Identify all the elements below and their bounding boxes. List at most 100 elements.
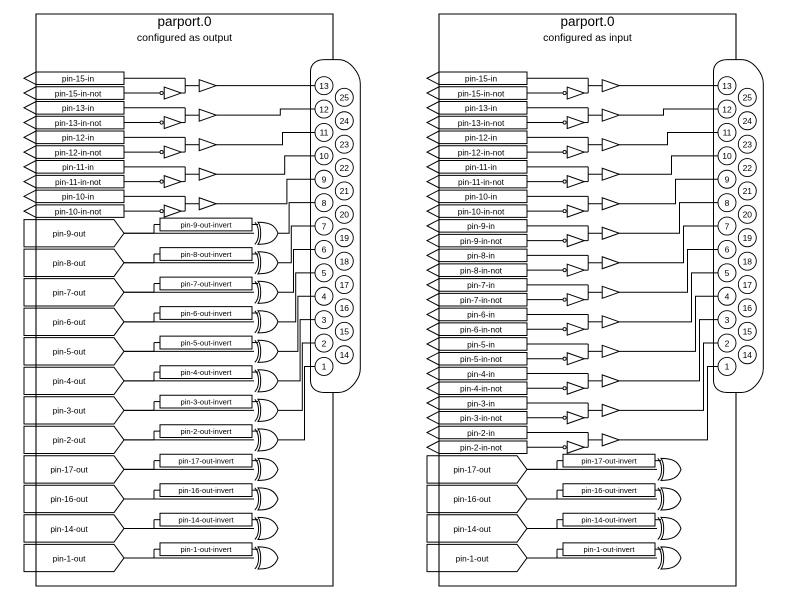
svg-text:12: 12 bbox=[722, 104, 732, 114]
svg-text:pin-5-out: pin-5-out bbox=[53, 347, 86, 357]
svg-text:pin-2-in: pin-2-in bbox=[467, 428, 495, 438]
svg-text:1: 1 bbox=[322, 362, 327, 372]
svg-text:24: 24 bbox=[743, 116, 753, 126]
svg-text:17: 17 bbox=[743, 280, 753, 290]
svg-text:6: 6 bbox=[322, 245, 327, 255]
svg-text:pin-11-in-not: pin-11-in-not bbox=[458, 177, 505, 187]
svg-text:configured as output: configured as output bbox=[137, 32, 232, 44]
svg-text:3: 3 bbox=[322, 315, 327, 325]
svg-text:pin-3-in-not: pin-3-in-not bbox=[460, 413, 503, 423]
svg-text:2: 2 bbox=[322, 338, 327, 348]
svg-text:pin-10-in: pin-10-in bbox=[465, 192, 498, 202]
svg-text:pin-7-out: pin-7-out bbox=[53, 288, 86, 298]
svg-text:pin-4-in: pin-4-in bbox=[467, 369, 495, 379]
svg-text:22: 22 bbox=[340, 163, 350, 173]
svg-text:pin-6-out-invert: pin-6-out-invert bbox=[180, 309, 232, 318]
svg-text:pin-11-in: pin-11-in bbox=[62, 162, 94, 172]
svg-text:pin-8-out-invert: pin-8-out-invert bbox=[180, 250, 232, 259]
svg-text:18: 18 bbox=[340, 256, 350, 266]
svg-text:pin-2-out-invert: pin-2-out-invert bbox=[180, 427, 232, 436]
svg-text:pin-17-out: pin-17-out bbox=[453, 465, 491, 475]
svg-text:pin-3-out-invert: pin-3-out-invert bbox=[180, 398, 232, 407]
svg-text:2: 2 bbox=[725, 338, 730, 348]
svg-text:pin-13-in-not: pin-13-in-not bbox=[55, 118, 102, 128]
svg-text:pin-8-in: pin-8-in bbox=[467, 251, 495, 261]
svg-text:pin-7-in: pin-7-in bbox=[467, 280, 495, 290]
svg-text:pin-11-in: pin-11-in bbox=[465, 162, 497, 172]
svg-text:13: 13 bbox=[319, 81, 329, 91]
svg-text:14: 14 bbox=[743, 350, 753, 360]
svg-text:5: 5 bbox=[322, 268, 327, 278]
svg-text:25: 25 bbox=[340, 93, 350, 103]
svg-text:23: 23 bbox=[743, 139, 753, 149]
svg-text:pin-16-out-invert: pin-16-out-invert bbox=[581, 486, 637, 495]
svg-text:parport.0: parport.0 bbox=[560, 14, 614, 29]
svg-text:pin-15-in-not: pin-15-in-not bbox=[458, 88, 505, 98]
svg-text:pin-2-in-not: pin-2-in-not bbox=[460, 443, 503, 453]
svg-text:20: 20 bbox=[340, 210, 350, 220]
svg-text:pin-6-in-not: pin-6-in-not bbox=[460, 325, 503, 335]
svg-text:pin-9-out-invert: pin-9-out-invert bbox=[180, 220, 232, 229]
svg-text:pin-9-out: pin-9-out bbox=[53, 229, 86, 239]
svg-text:9: 9 bbox=[322, 174, 327, 184]
svg-text:19: 19 bbox=[743, 233, 753, 243]
svg-text:pin-12-in: pin-12-in bbox=[62, 133, 95, 143]
svg-text:pin-16-out: pin-16-out bbox=[453, 494, 491, 504]
svg-text:pin-7-in-not: pin-7-in-not bbox=[460, 295, 503, 305]
svg-text:21: 21 bbox=[743, 186, 753, 196]
svg-text:11: 11 bbox=[320, 128, 329, 138]
svg-text:pin-12-in: pin-12-in bbox=[465, 133, 498, 143]
svg-text:pin-3-out: pin-3-out bbox=[53, 406, 86, 416]
svg-text:pin-17-out-invert: pin-17-out-invert bbox=[178, 457, 234, 466]
svg-text:pin-15-in: pin-15-in bbox=[62, 74, 95, 84]
svg-text:15: 15 bbox=[743, 327, 753, 337]
svg-text:pin-14-out: pin-14-out bbox=[50, 524, 88, 534]
svg-text:17: 17 bbox=[340, 280, 350, 290]
svg-text:10: 10 bbox=[722, 151, 732, 161]
svg-text:25: 25 bbox=[743, 93, 753, 103]
svg-text:21: 21 bbox=[340, 186, 350, 196]
svg-text:pin-13-in-not: pin-13-in-not bbox=[458, 118, 505, 128]
svg-text:pin-5-in: pin-5-in bbox=[467, 339, 495, 349]
svg-text:pin-1-out-invert: pin-1-out-invert bbox=[583, 545, 635, 554]
svg-text:4: 4 bbox=[322, 291, 327, 301]
svg-text:pin-10-in-not: pin-10-in-not bbox=[55, 206, 102, 216]
svg-text:pin-15-in: pin-15-in bbox=[465, 74, 498, 84]
svg-text:pin-12-in-not: pin-12-in-not bbox=[55, 147, 102, 157]
svg-text:pin-9-in: pin-9-in bbox=[467, 221, 495, 231]
svg-text:configured as input: configured as input bbox=[543, 32, 632, 44]
svg-text:pin-7-out-invert: pin-7-out-invert bbox=[180, 280, 232, 289]
svg-text:16: 16 bbox=[340, 303, 350, 313]
svg-text:20: 20 bbox=[743, 210, 753, 220]
svg-text:22: 22 bbox=[743, 163, 753, 173]
svg-text:4: 4 bbox=[725, 291, 730, 301]
svg-text:parport.0: parport.0 bbox=[157, 14, 211, 29]
svg-text:23: 23 bbox=[340, 139, 350, 149]
svg-text:1: 1 bbox=[725, 362, 730, 372]
svg-text:8: 8 bbox=[725, 198, 730, 208]
svg-text:pin-15-in-not: pin-15-in-not bbox=[55, 88, 102, 98]
svg-text:pin-16-out: pin-16-out bbox=[50, 494, 88, 504]
svg-text:6: 6 bbox=[725, 245, 730, 255]
svg-text:5: 5 bbox=[725, 268, 730, 278]
svg-text:pin-16-out-invert: pin-16-out-invert bbox=[178, 486, 234, 495]
svg-text:pin-14-out-invert: pin-14-out-invert bbox=[178, 516, 234, 525]
svg-text:pin-2-out: pin-2-out bbox=[53, 435, 86, 445]
svg-text:pin-6-in: pin-6-in bbox=[467, 310, 495, 320]
svg-text:pin-1-out: pin-1-out bbox=[53, 553, 86, 563]
svg-text:pin-4-out-invert: pin-4-out-invert bbox=[180, 368, 232, 377]
svg-text:pin-13-in: pin-13-in bbox=[465, 103, 498, 113]
svg-text:pin-1-out-invert: pin-1-out-invert bbox=[180, 545, 232, 554]
svg-text:14: 14 bbox=[340, 350, 350, 360]
svg-text:pin-4-out: pin-4-out bbox=[53, 376, 86, 386]
svg-text:8: 8 bbox=[322, 198, 327, 208]
svg-text:7: 7 bbox=[322, 221, 327, 231]
svg-text:10: 10 bbox=[319, 151, 329, 161]
svg-text:19: 19 bbox=[340, 233, 350, 243]
svg-text:pin-10-in-not: pin-10-in-not bbox=[458, 206, 505, 216]
svg-text:pin-17-out-invert: pin-17-out-invert bbox=[581, 457, 637, 466]
svg-text:pin-3-in: pin-3-in bbox=[467, 398, 495, 408]
svg-text:pin-1-out: pin-1-out bbox=[456, 553, 489, 563]
svg-text:pin-14-out: pin-14-out bbox=[453, 524, 491, 534]
svg-text:24: 24 bbox=[340, 116, 350, 126]
